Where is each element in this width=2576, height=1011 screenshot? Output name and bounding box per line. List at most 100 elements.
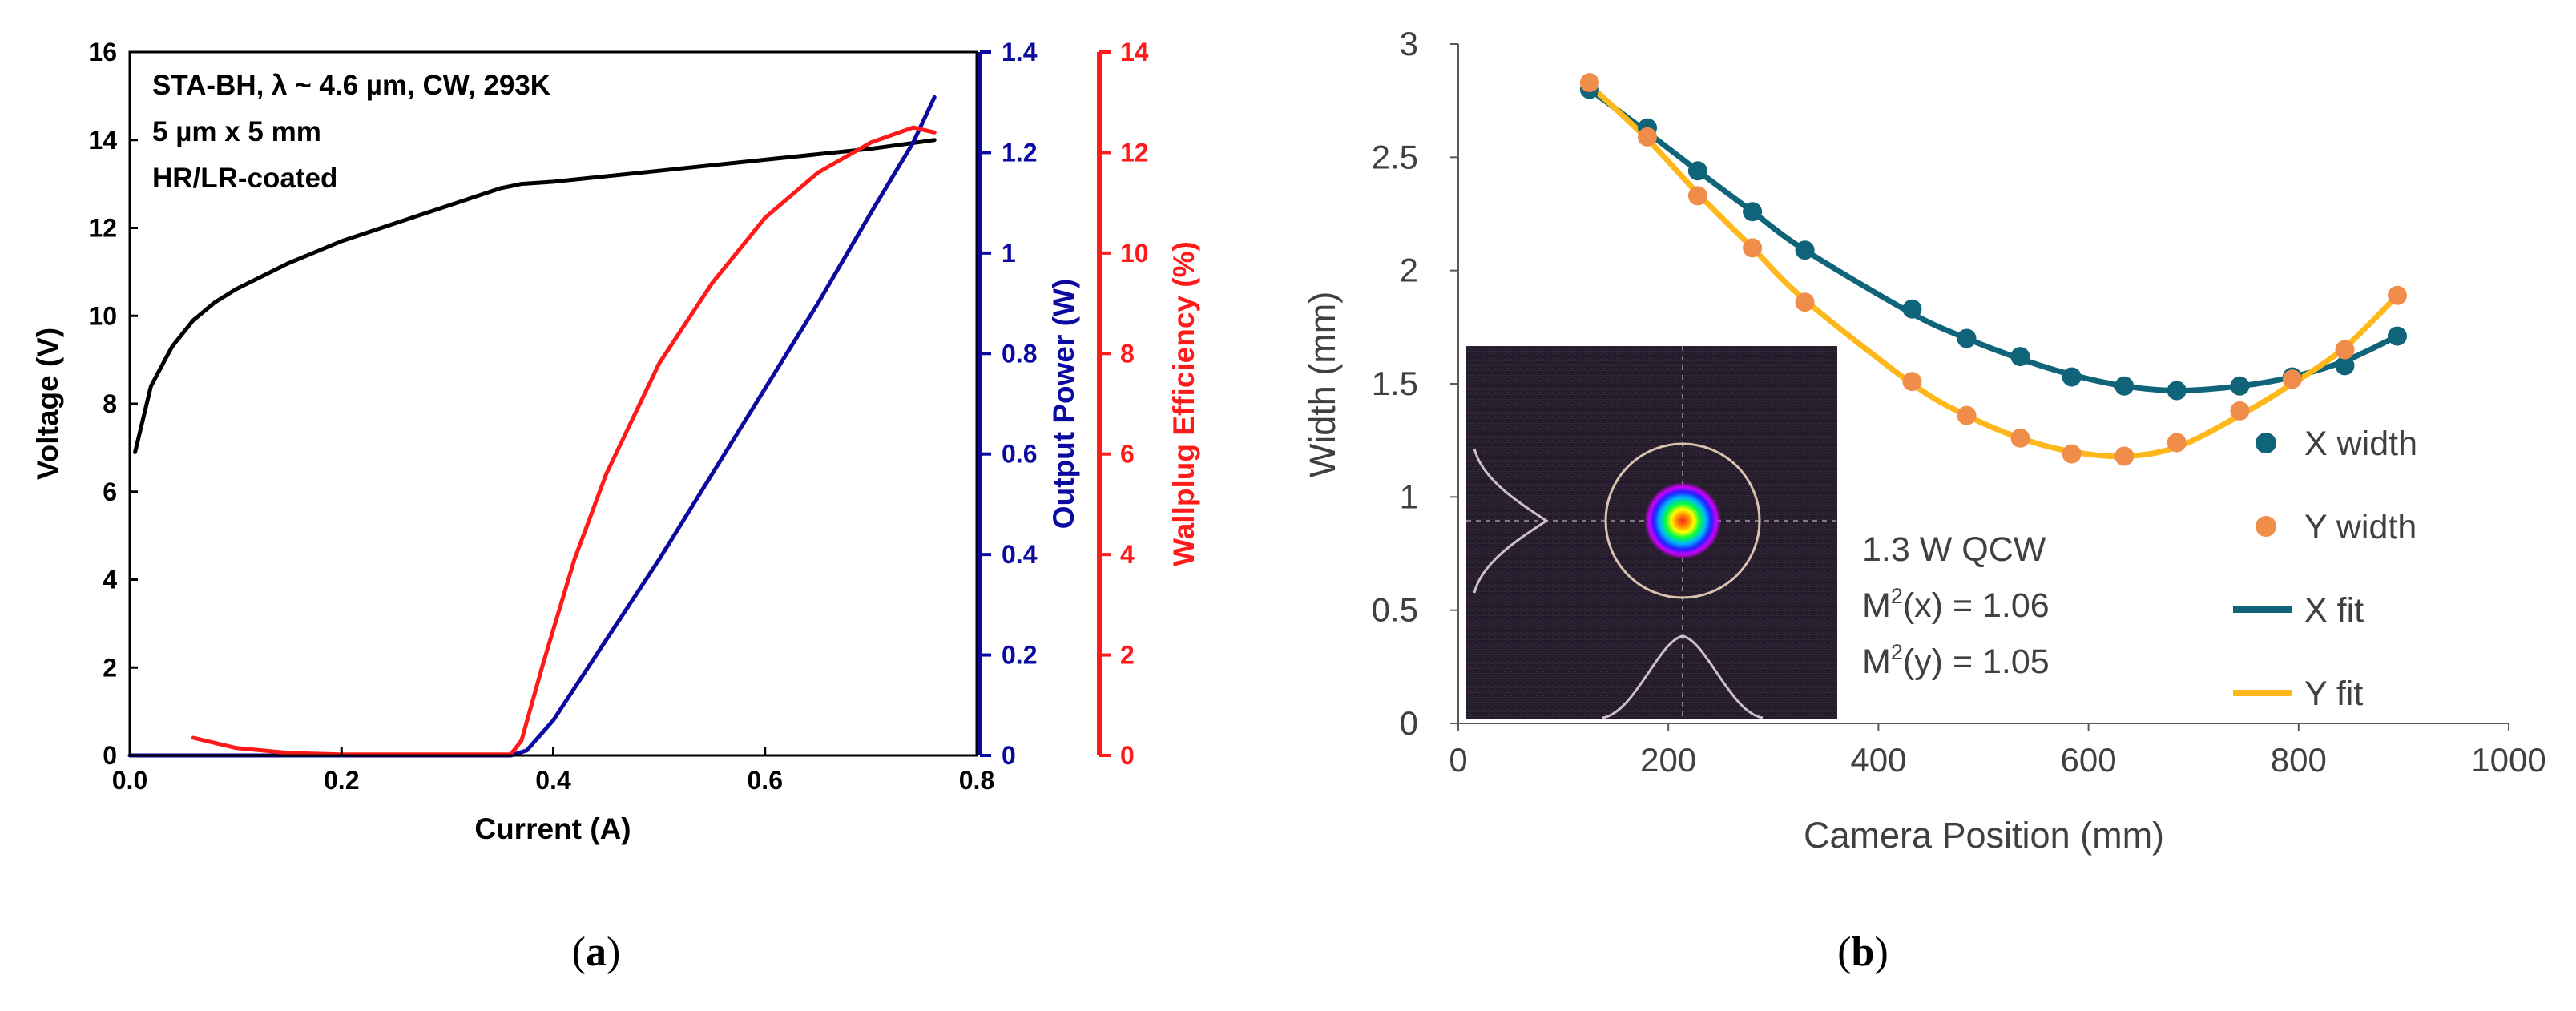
voltage-tick-label: 12 — [88, 214, 117, 243]
x-tick-label-b: 1000 — [2471, 741, 2546, 779]
y-tick-label-b: 1.5 — [1372, 365, 1418, 402]
y-width-point — [2010, 428, 2030, 448]
x-axis-title-a: Current (A) — [474, 812, 631, 845]
x-tick-label-a: 0.6 — [748, 766, 783, 795]
output-power-curve — [127, 95, 937, 758]
voltage-tick-label: 6 — [103, 477, 117, 506]
legend-marker-x-width — [2256, 433, 2276, 453]
y-axis-title-b: Width (mm) — [1302, 292, 1343, 477]
panel-b: 0 200 400 600 800 1000 0 0.5 1 1.5 2 2.5 3 Camera Po… — [1302, 25, 2546, 975]
voltage-tick-label: 0 — [103, 741, 117, 770]
power-tick-label: 0.2 — [1002, 641, 1037, 670]
y-width-point — [2062, 444, 2082, 464]
y-tick-label-b: 0 — [1400, 704, 1418, 742]
beam-annotation-line-2: M2(x) = 1.06 — [1862, 584, 2050, 625]
legend-marker-y-width — [2256, 516, 2276, 537]
efficiency-tick-label: 12 — [1120, 138, 1149, 167]
plot-frame-a — [128, 50, 978, 757]
voltage-tick-label: 14 — [88, 126, 117, 155]
beam-profile-inset — [1466, 346, 1837, 719]
efficiency-tick-label: 6 — [1120, 440, 1135, 469]
y-width-point — [1743, 238, 1763, 258]
efficiency-tick-label: 2 — [1120, 641, 1135, 670]
voltage-tick-label: 10 — [88, 301, 117, 330]
beam-spot-icon — [1644, 482, 1721, 559]
panel-a: 0.0 0.2 0.4 0.6 0.8024681012141600.20.40.60.… — [31, 38, 1200, 975]
voltage-tick-label: 16 — [88, 38, 117, 66]
x-tick-label-b: 600 — [2061, 741, 2117, 779]
x-width-point — [2230, 376, 2250, 396]
efficiency-tick-label: 0 — [1120, 741, 1135, 770]
y-width-point — [1957, 405, 1977, 425]
x-tick-label-b: 200 — [1640, 741, 1696, 779]
y-width-point — [2388, 285, 2407, 305]
y-fit-curve — [1587, 83, 2400, 460]
x-width-point — [2335, 356, 2355, 376]
x-fit-curve — [1587, 87, 2399, 394]
x-axis-title-b: Camera Position (mm) — [1804, 815, 2164, 856]
x-width-point — [2010, 347, 2030, 367]
y-tick-label-b: 1 — [1400, 477, 1418, 515]
voltage-tick-label: 4 — [103, 566, 117, 594]
efficiency-tick-label: 10 — [1120, 239, 1149, 268]
legend-b: X width Y width X fit Y fit — [2233, 425, 2417, 713]
y-axis-title-power: Output Power (W) — [1047, 279, 1080, 529]
y-width-point — [1902, 372, 1922, 392]
x-width-point — [1743, 202, 1763, 222]
annotation-line-3: HR/LR-coated — [152, 163, 337, 194]
power-tick-label: 0.4 — [1002, 540, 1038, 569]
y-tick-label-b: 2 — [1400, 252, 1418, 289]
legend-label-y-width: Y width — [2304, 508, 2417, 546]
y-width-point — [2230, 401, 2250, 421]
x-tick-label-a: 0.4 — [535, 766, 571, 795]
voltage-curve — [133, 138, 937, 454]
legend-label-x-fit: X fit — [2304, 591, 2364, 630]
annotation-line-2: 5 µm x 5 mm — [152, 116, 321, 147]
voltage-tick-label: 8 — [103, 389, 117, 418]
y-width-point — [2167, 433, 2187, 453]
power-tick-label: 1.4 — [1002, 38, 1038, 66]
x-width-point — [1957, 328, 1977, 348]
x-width-point — [2062, 367, 2082, 387]
efficiency-tick-label: 4 — [1120, 540, 1135, 569]
voltage-tick-label: 2 — [103, 653, 117, 682]
caption-b: (b) — [1837, 929, 1889, 975]
beam-annotation-line-1: 1.3 W QCW — [1862, 530, 2046, 569]
legend-label-y-fit: Y fit — [2304, 675, 2363, 713]
x-width-point — [2167, 381, 2187, 401]
y-axis-title-voltage: Voltage (V) — [31, 328, 64, 481]
power-tick-label: 0.8 — [1002, 339, 1037, 368]
x-width-point — [2388, 326, 2407, 346]
y-width-point — [1638, 127, 1657, 147]
annotation-line-1: STA-BH, λ ~ 4.6 µm, CW, 293K — [152, 70, 550, 101]
y-tick-label-b: 2.5 — [1372, 138, 1418, 175]
x-tick-label-b: 0 — [1449, 741, 1467, 779]
x-tick-label-b: 400 — [1850, 741, 1906, 779]
aperture-circle — [1604, 442, 1761, 599]
beam-annotation-line-3: M2(y) = 1.05 — [1862, 640, 2050, 681]
power-tick-label: 0.6 — [1002, 440, 1037, 469]
y-width-point — [1795, 292, 1815, 312]
efficiency-tick-label: 8 — [1120, 339, 1135, 368]
y-width-point — [2282, 369, 2302, 389]
y-width-point — [2335, 340, 2355, 360]
y-width-point — [1687, 186, 1707, 206]
caption-a: (a) — [572, 929, 621, 975]
efficiency-tick-label: 14 — [1120, 38, 1149, 66]
horizontal-profile-curve — [1602, 634, 1764, 719]
x-tick-label-a: 0.2 — [324, 766, 359, 795]
x-width-point — [2114, 376, 2135, 396]
power-tick-label: 0 — [1002, 741, 1016, 770]
x-width-point — [1687, 161, 1707, 181]
y-width-point — [1579, 73, 1599, 93]
y-tick-label-b: 3 — [1400, 25, 1418, 62]
power-tick-label: 1 — [1002, 239, 1016, 268]
legend-label-x-width: X width — [2304, 425, 2417, 463]
x-tick-label-a: 0.8 — [959, 766, 994, 795]
y-tick-label-b: 0.5 — [1372, 591, 1418, 629]
x-tick-label-a: 0.0 — [112, 766, 147, 795]
power-tick-label: 1.2 — [1002, 138, 1037, 167]
vertical-profile-curve — [1473, 448, 1549, 594]
y-width-point — [2114, 446, 2135, 466]
